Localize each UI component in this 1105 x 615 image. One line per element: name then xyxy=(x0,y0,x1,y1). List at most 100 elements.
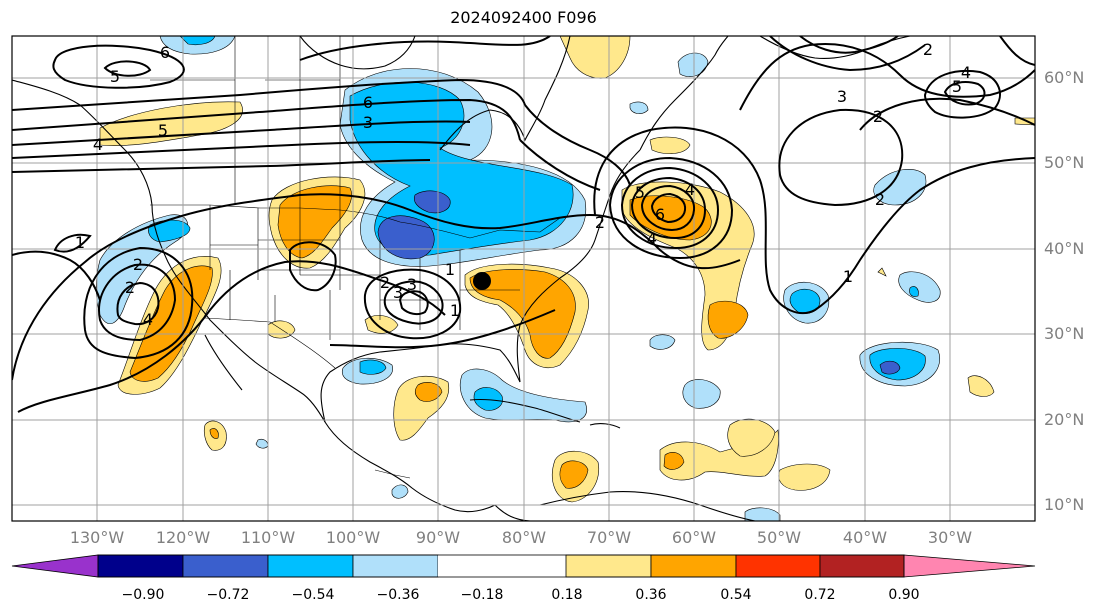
pos-area-atl-coast-core2 xyxy=(707,300,749,339)
contour-west-c xyxy=(53,233,92,253)
colorbar-extend-high xyxy=(903,554,1036,578)
neg-area-south xyxy=(744,507,781,521)
border-us-mexico xyxy=(204,317,336,369)
lat-label: 60°N xyxy=(1044,68,1085,87)
pos-area-trop1-core xyxy=(559,460,589,489)
political-borders xyxy=(150,36,561,479)
contour-label: 6 xyxy=(655,205,665,224)
pos-area-e-atl xyxy=(967,375,995,397)
storm-center-marker xyxy=(473,272,491,290)
contour-sw-low-inner xyxy=(116,281,160,326)
contour-label: 5 xyxy=(110,67,120,86)
lon-label: 110°W xyxy=(240,528,296,547)
contour-label: 3 xyxy=(363,113,373,132)
contour-label: 3 xyxy=(837,87,847,106)
pos-area-greenland xyxy=(649,136,691,154)
contour-low-1 xyxy=(12,193,741,381)
lon-label: 100°W xyxy=(325,528,381,547)
colorbar-segment xyxy=(352,554,439,578)
contour-jet1 xyxy=(12,78,526,111)
contour-north-upper xyxy=(299,36,551,61)
lon-label: 130°W xyxy=(69,528,125,547)
contour-label: 2 xyxy=(125,278,135,297)
colorbar-tick-label: 0.90 xyxy=(888,587,920,603)
neg-area-gulf-core xyxy=(359,359,387,375)
colorbar-segment xyxy=(565,554,652,578)
pos-area-trop4 xyxy=(778,463,831,491)
colorbar-tick-label: −0.18 xyxy=(460,587,504,603)
coast-cuba xyxy=(469,398,581,423)
lat-label: 30°N xyxy=(1044,324,1085,343)
colorbar-segment xyxy=(182,554,269,578)
contour-atl-connect xyxy=(524,104,631,186)
contour-atl-mid xyxy=(739,43,1035,111)
coast-hudson xyxy=(439,36,571,151)
contour-atl-ne-loop-inner xyxy=(943,81,986,106)
contour-label: 3 xyxy=(407,275,417,294)
pos-area-southeast-core xyxy=(469,269,576,359)
contour-label: 1 xyxy=(843,267,853,286)
contour-gulf-low-outer xyxy=(363,268,462,340)
coast-hispaniola xyxy=(589,423,621,429)
colorbar-segment xyxy=(735,554,821,578)
contour-labels: 6 5 6 5 4 3 2 1 1 2 3 4 2 3 1 2 5 4 6 4 … xyxy=(75,40,971,329)
lat-label: 20°N xyxy=(1044,410,1085,429)
contour-atl-low-3 xyxy=(630,176,707,240)
lat-label: 10°N xyxy=(1044,495,1085,514)
contour-label: 1 xyxy=(75,233,85,252)
contour-west-wave xyxy=(12,250,101,301)
contour-label: 6 xyxy=(160,43,170,62)
contour-gulf-low-core xyxy=(398,290,429,316)
pos-area-pac-core xyxy=(209,428,219,439)
contour-jet4 xyxy=(12,141,471,159)
lon-label: 120°W xyxy=(155,528,211,547)
contour-atl-east-2 xyxy=(859,97,1035,131)
neg-area-caribbean-core xyxy=(473,387,503,411)
colorbar-tick-label: −0.72 xyxy=(206,587,250,603)
contour-jet3 xyxy=(12,120,471,146)
contour-label: 2 xyxy=(380,273,390,292)
contour-label: 4 xyxy=(93,135,103,154)
anomaly-shading xyxy=(95,36,1035,521)
pos-area-bc xyxy=(99,101,243,146)
colorbar-frame xyxy=(97,554,905,578)
contour-atl-low-4 xyxy=(640,184,696,232)
lon-label: 40°W xyxy=(842,528,888,547)
contour-label: 2 xyxy=(873,107,883,126)
lon-label: 80°W xyxy=(501,528,547,547)
map-title: 2024092400 F096 xyxy=(450,8,597,27)
contour-label: 1 xyxy=(445,260,455,279)
colorbar xyxy=(11,554,1036,578)
contour-atl-ne-2 xyxy=(799,36,899,54)
coast-gulf-of-mexico xyxy=(320,343,521,423)
contour-atl-low-1 xyxy=(608,156,734,260)
lon-label: 90°W xyxy=(415,528,461,547)
neg-area-pac2 xyxy=(391,484,409,499)
neg-area-west-core xyxy=(148,219,191,243)
colorbar-segment xyxy=(267,554,354,578)
contour-atl-east-3 xyxy=(999,36,1035,66)
contour-sub-1 xyxy=(329,309,556,349)
neg-area-north1 xyxy=(159,36,236,55)
contour-label: 4 xyxy=(961,63,971,82)
neg-area-atl3 xyxy=(898,271,941,303)
pos-area-atl-coast-core xyxy=(629,195,712,241)
map-frame xyxy=(11,35,1036,522)
contour-high-north-inner xyxy=(103,60,152,77)
lat-label: 50°N xyxy=(1044,153,1085,172)
lon-label: 70°W xyxy=(586,528,632,547)
colorbar-tick-label: 0.72 xyxy=(804,587,836,603)
contour-jet2 xyxy=(12,98,521,141)
contour-atl-connect2 xyxy=(519,139,601,191)
border-mexico-guat xyxy=(374,469,411,479)
neg-area-core2 xyxy=(413,190,451,214)
contour-label: 4 xyxy=(143,310,153,329)
colorbar-segment xyxy=(97,554,184,578)
contour-label: 5 xyxy=(952,77,962,96)
colorbar-segment xyxy=(650,554,737,578)
contour-atl-ne-1 xyxy=(769,36,926,72)
contour-atl-low-5 xyxy=(650,192,687,224)
province-lines xyxy=(150,36,341,210)
colorbar-tick-label: 0.18 xyxy=(551,587,583,603)
